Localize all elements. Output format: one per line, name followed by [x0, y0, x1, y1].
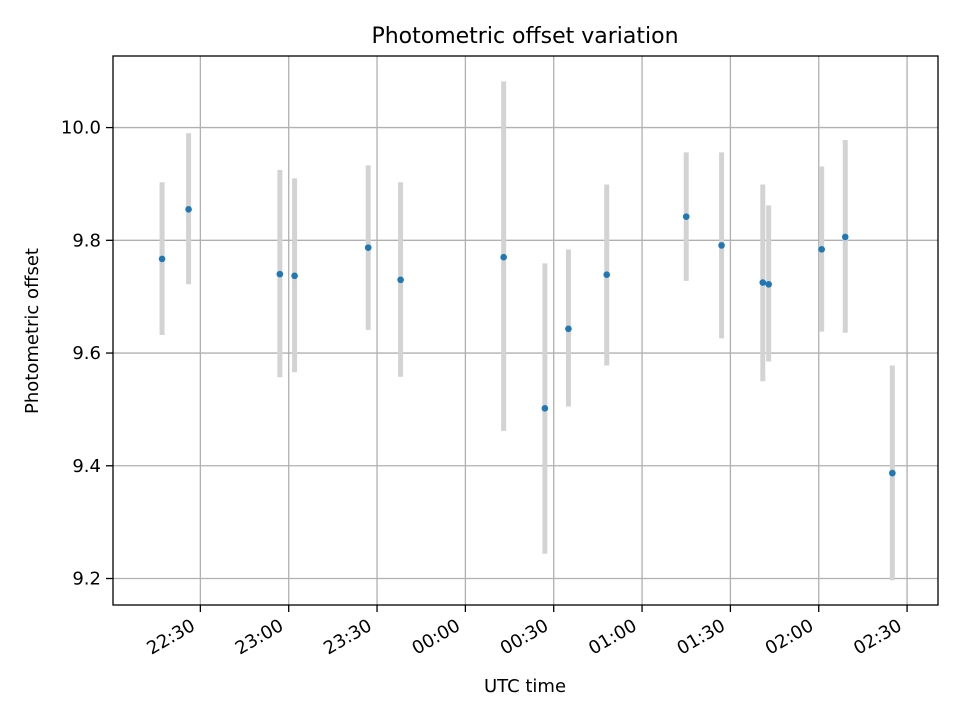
data-point [276, 270, 284, 278]
data-point [603, 271, 611, 278]
data-point [541, 404, 549, 412]
data-point [759, 279, 767, 286]
plot-frame [112, 55, 939, 606]
y-tick-label: 9.8 [72, 230, 101, 251]
data-point [765, 280, 772, 288]
data-point [397, 276, 404, 284]
data-point [364, 244, 372, 251]
x-axis-label: UTC time [484, 676, 566, 697]
y-axis-ticks: 9.2 9.4 9.6 9.8 10.0 [61, 118, 113, 590]
y-tick-label: 10.0 [61, 118, 101, 139]
grid-lines [113, 56, 938, 605]
chart-title: Photometric offset variation [371, 24, 678, 49]
data-point [565, 325, 572, 333]
data-point [158, 255, 166, 263]
data-points [158, 206, 896, 477]
data-point [718, 242, 725, 249]
y-axis-label: Photometric offset [22, 248, 43, 414]
y-tick-label: 9.2 [72, 569, 101, 590]
data-point [291, 272, 298, 280]
data-point [185, 206, 192, 213]
data-point [841, 233, 849, 241]
data-point [682, 213, 690, 220]
data-point [500, 253, 507, 261]
data-point [818, 246, 825, 253]
data-point [889, 469, 896, 477]
y-tick-label: 9.6 [72, 343, 101, 364]
y-tick-label: 9.4 [72, 456, 101, 477]
